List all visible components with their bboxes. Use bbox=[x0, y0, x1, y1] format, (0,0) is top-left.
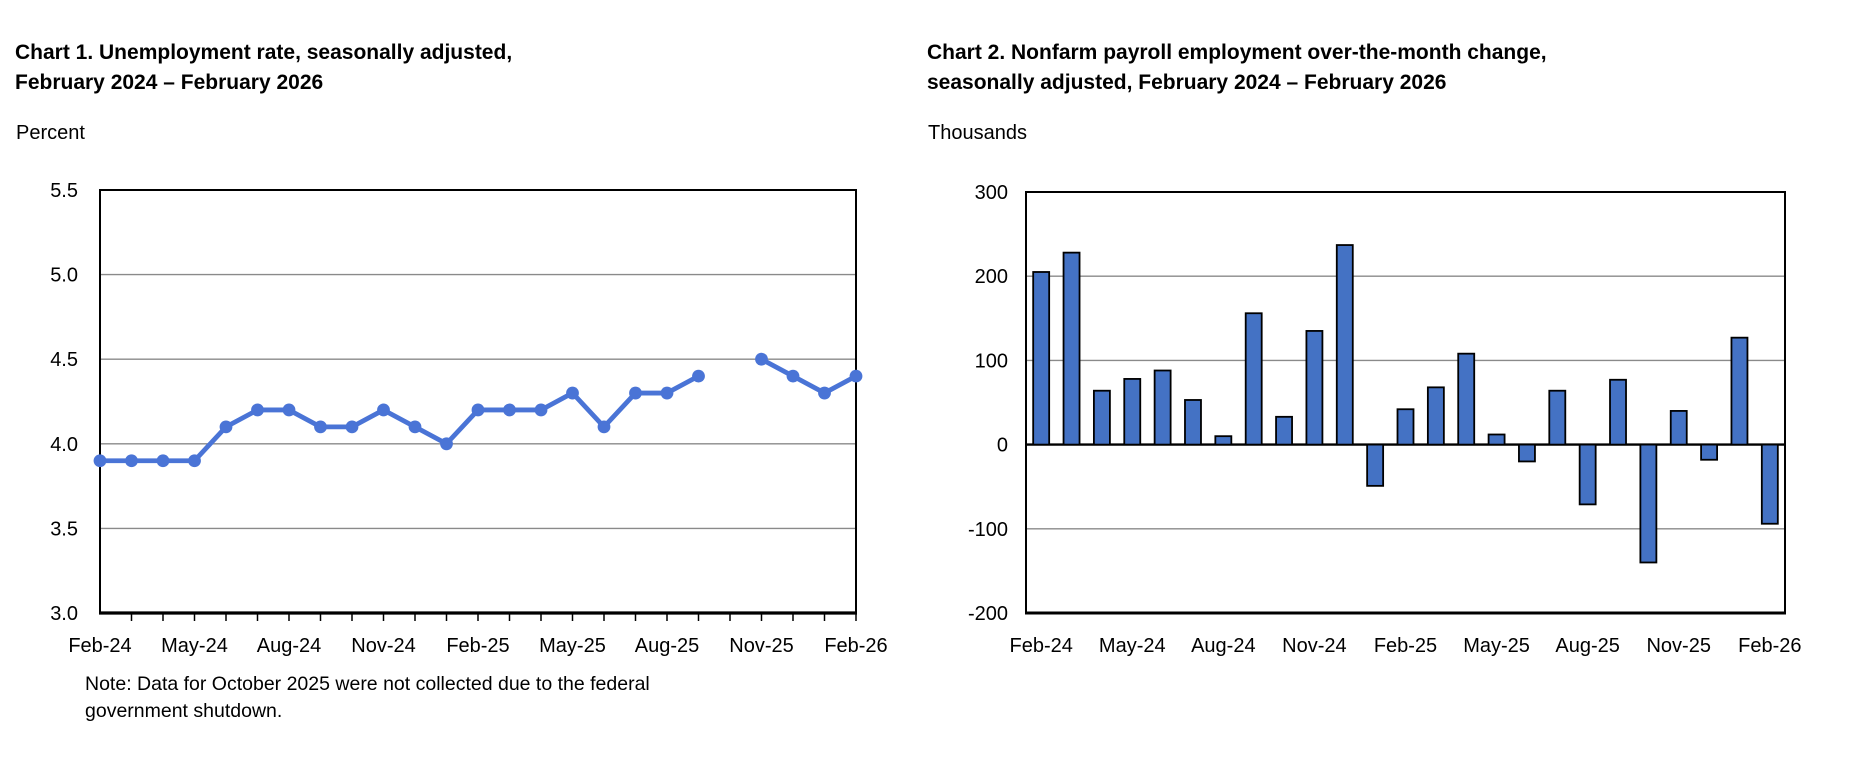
svg-text:4.5: 4.5 bbox=[50, 349, 78, 371]
chart1-title: Chart 1. Unemployment rate, seasonally a… bbox=[15, 38, 735, 98]
svg-text:Feb-25: Feb-25 bbox=[1374, 635, 1437, 657]
svg-text:Aug-25: Aug-25 bbox=[1555, 635, 1620, 657]
svg-text:Nov-25: Nov-25 bbox=[729, 635, 793, 657]
svg-text:3.5: 3.5 bbox=[50, 518, 78, 540]
svg-text:4.0: 4.0 bbox=[50, 434, 78, 456]
svg-text:Nov-25: Nov-25 bbox=[1646, 635, 1710, 657]
svg-text:Feb-25: Feb-25 bbox=[446, 635, 509, 657]
chart1-unit-label: Percent bbox=[16, 122, 85, 144]
svg-text:3.0: 3.0 bbox=[50, 603, 78, 625]
svg-text:Aug-24: Aug-24 bbox=[257, 635, 322, 657]
chart1-note-line2: government shutdown. bbox=[85, 700, 283, 722]
unemployment-rate-line-chart: 3.0 3.5 4.0 4.5 5.0 5.5 Feb-24 May-24 Aug-24 Nov-… bbox=[50, 180, 888, 657]
svg-text:Nov-24: Nov-24 bbox=[351, 635, 415, 657]
svg-text:-100: -100 bbox=[968, 519, 1008, 541]
chart1-title-line1: Chart 1. Unemployment rate, seasonally a… bbox=[15, 41, 513, 64]
svg-text:May-24: May-24 bbox=[1099, 635, 1166, 657]
chart1-note-line1: Note: Data for October 2025 were not col… bbox=[85, 673, 650, 695]
svg-text:300: 300 bbox=[975, 182, 1008, 204]
chart2-title-line2: seasonally adjusted, February 2024 – Feb… bbox=[927, 71, 1447, 94]
svg-text:200: 200 bbox=[975, 266, 1008, 288]
svg-text:Nov-24: Nov-24 bbox=[1282, 635, 1346, 657]
svg-text:May-25: May-25 bbox=[539, 635, 606, 657]
chart1-note: Note: Data for October 2025 were not col… bbox=[85, 671, 785, 725]
svg-text:Aug-24: Aug-24 bbox=[1191, 635, 1256, 657]
svg-text:Feb-24: Feb-24 bbox=[68, 635, 131, 657]
nonfarm-payroll-bar-chart: -200 -100 0 100 200 300 Feb-24 May-24 Aug-24 Nov-… bbox=[968, 182, 1802, 657]
chart2-title: Chart 2. Nonfarm payroll employment over… bbox=[927, 38, 1847, 98]
svg-text:May-24: May-24 bbox=[161, 635, 228, 657]
svg-text:Feb-26: Feb-26 bbox=[824, 635, 887, 657]
chart2-unit-label: Thousands bbox=[928, 122, 1027, 144]
svg-text:May-25: May-25 bbox=[1463, 635, 1530, 657]
svg-text:5.5: 5.5 bbox=[50, 180, 78, 202]
svg-text:5.0: 5.0 bbox=[50, 265, 78, 287]
svg-text:-200: -200 bbox=[968, 603, 1008, 625]
chart1-title-line2: February 2024 – February 2026 bbox=[15, 71, 324, 94]
svg-text:Feb-24: Feb-24 bbox=[1009, 635, 1072, 657]
svg-text:100: 100 bbox=[975, 350, 1008, 372]
chart2-title-line1: Chart 2. Nonfarm payroll employment over… bbox=[927, 41, 1547, 64]
svg-text:Feb-26: Feb-26 bbox=[1738, 635, 1801, 657]
svg-text:Aug-25: Aug-25 bbox=[635, 635, 700, 657]
svg-text:0: 0 bbox=[997, 435, 1008, 457]
